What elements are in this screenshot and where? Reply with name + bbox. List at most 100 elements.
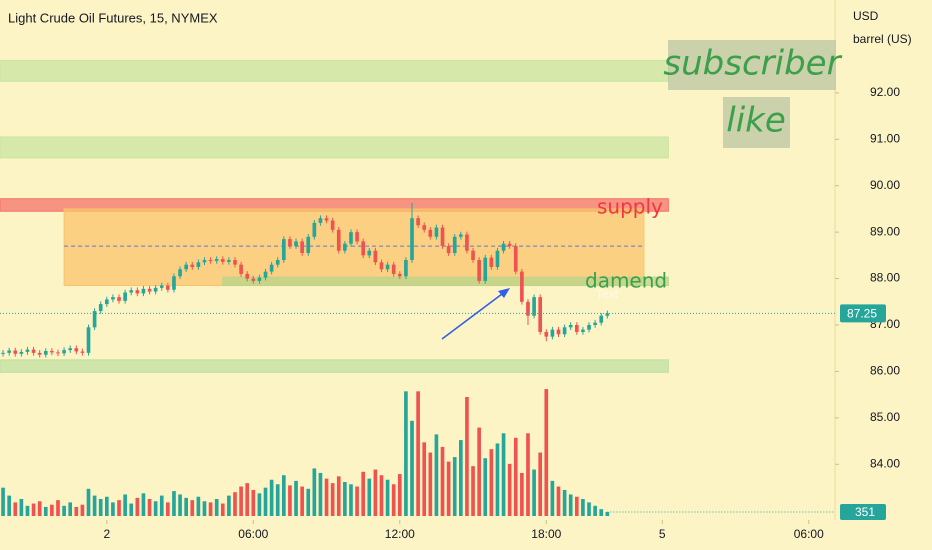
currency: USD [853, 9, 879, 23]
y-tick-label: 91.00 [870, 131, 900, 145]
candle-body [404, 260, 408, 277]
volume-bar [50, 504, 54, 516]
annotation: like [726, 101, 786, 141]
volume-bar [129, 503, 134, 516]
candle-body [324, 218, 329, 221]
candle-body [80, 351, 85, 353]
volume-bar [599, 509, 604, 516]
annotation-box [723, 97, 790, 148]
volume-bar [483, 458, 488, 516]
volume-bar [294, 480, 298, 516]
volume-bar [416, 391, 420, 516]
volume-bar [581, 499, 585, 516]
candle-body [43, 351, 48, 355]
price-label: 87.25 [847, 307, 877, 321]
candle-body [147, 288, 152, 292]
candle-body [239, 264, 243, 274]
candle-body [190, 264, 195, 267]
x-tick-label: 18:00 [531, 527, 561, 541]
candle-body [520, 271, 524, 302]
candle-body [495, 250, 500, 267]
volume-bar [275, 484, 280, 516]
volume-bar [123, 494, 127, 516]
candle-body [483, 257, 488, 281]
candle-body [587, 325, 591, 330]
candle-body [532, 297, 536, 316]
volume-bar [7, 495, 11, 516]
volume-bar [43, 506, 48, 516]
candle-body [288, 239, 292, 247]
annotation-box [668, 40, 836, 90]
volume-bar [361, 471, 366, 516]
volume-bar [605, 512, 610, 516]
volume-bar [343, 482, 347, 516]
volume-bar [281, 475, 286, 516]
unit: barrel (US) [853, 32, 912, 46]
volume-bar [1, 487, 5, 516]
volume-bar [428, 452, 433, 516]
volume-bar [379, 475, 384, 516]
volume-bar [25, 505, 30, 516]
volume-bar [526, 433, 530, 516]
volume-bar [190, 500, 195, 516]
candle-body [397, 273, 402, 277]
candle-body [410, 218, 414, 260]
volume-bar [312, 468, 317, 516]
candle-body [330, 220, 335, 230]
volume-bar [288, 485, 292, 516]
volume-bar [19, 499, 24, 516]
volume-bar [251, 489, 256, 516]
candle-body [37, 352, 42, 355]
volume-bar [202, 501, 207, 516]
volume-bar [80, 504, 85, 516]
candle-body [25, 349, 30, 352]
candle-body [98, 304, 103, 312]
volume-bar [330, 483, 335, 516]
volume-bar [587, 502, 591, 516]
candle-body [306, 236, 311, 254]
candle-body [538, 297, 543, 332]
volume-bar [513, 437, 518, 516]
volume-bar [153, 501, 158, 516]
volume-bar [92, 495, 97, 516]
arrow [441, 290, 507, 340]
candle-body [599, 315, 604, 323]
volume-bar [349, 484, 353, 516]
candle-body [31, 349, 36, 353]
volume-bar [13, 502, 18, 516]
volume-bar [257, 493, 262, 516]
volume-bar [245, 483, 250, 516]
volume-bar [56, 500, 60, 516]
volume-bar [465, 397, 469, 516]
chart-title: Light Crude Oil Futures, 15, NYMEX [8, 10, 218, 25]
volume-bar [520, 472, 524, 516]
candle-body [7, 350, 11, 353]
candle-body [373, 250, 378, 263]
volume-bar [306, 488, 311, 516]
volume-bar [239, 486, 243, 516]
y-tick-label: 88.00 [870, 271, 900, 285]
candle-body [465, 234, 469, 251]
volume-bar [74, 506, 79, 516]
candle-body [367, 250, 372, 256]
annotation: supply [597, 195, 663, 219]
x-tick-label: 2 [103, 527, 110, 541]
volume-bar [117, 500, 121, 516]
candle-body [355, 232, 359, 242]
zone [222, 276, 669, 287]
candle-body [245, 273, 250, 279]
volume-bar [434, 434, 439, 516]
candle-body [56, 352, 60, 354]
volume-bar [452, 457, 457, 516]
volume-bar [68, 502, 73, 516]
candle-body [574, 325, 579, 332]
candle-body [74, 348, 79, 352]
volume-bar [544, 389, 549, 516]
candle-body [50, 351, 54, 353]
volume-bar [532, 469, 536, 516]
volume-bar [507, 463, 512, 516]
zone [0, 59, 669, 82]
candle-body [202, 260, 207, 263]
candle-body [428, 229, 433, 237]
